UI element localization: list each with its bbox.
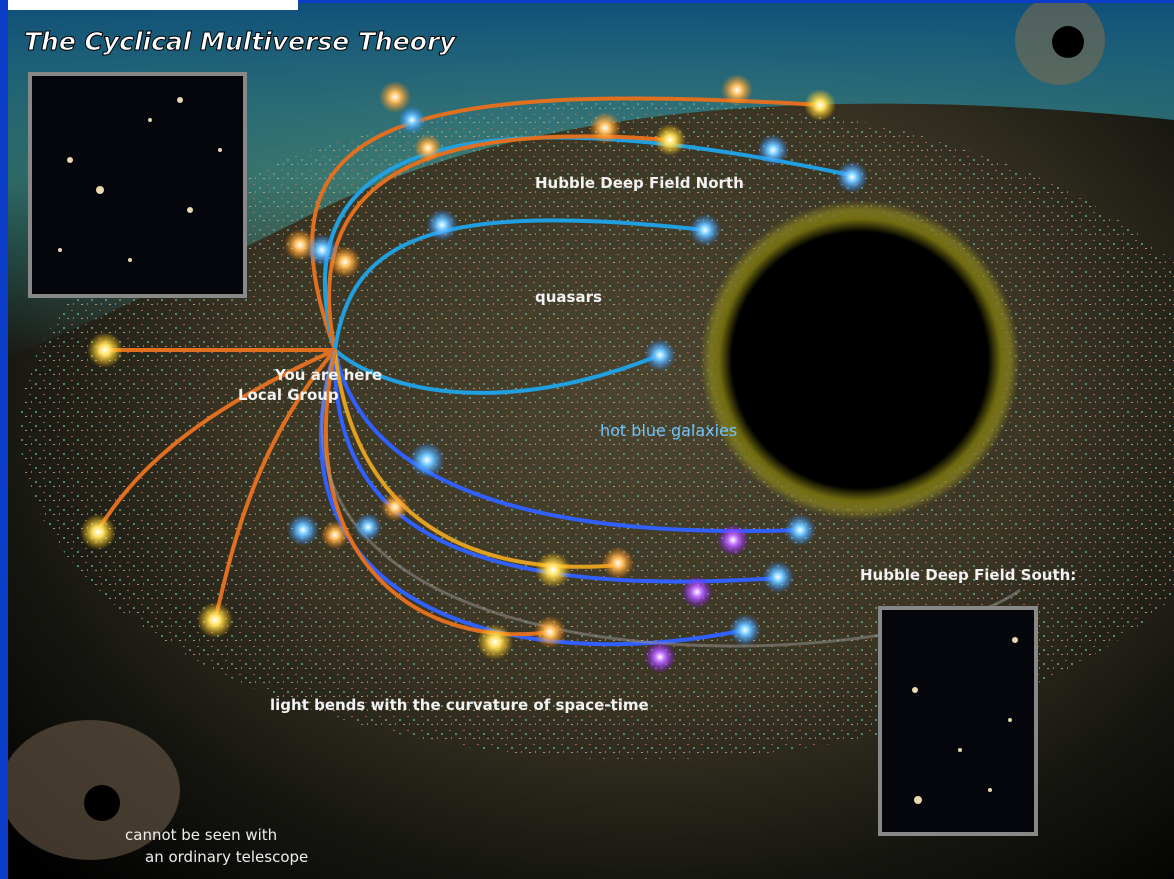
label: Hubble Deep Field North — [535, 174, 744, 192]
hubble-north-image — [28, 72, 247, 298]
small-hole — [1052, 26, 1084, 58]
black-hole — [700, 200, 1020, 520]
label: Hubble Deep Field South: — [860, 566, 1076, 584]
label: hot blue galaxies — [600, 421, 737, 440]
top-strip — [8, 0, 298, 10]
inset-stars — [58, 97, 222, 262]
left-border — [0, 0, 8, 879]
galaxies — [80, 74, 868, 673]
label: quasars — [535, 288, 602, 306]
hubble-south-image — [878, 606, 1038, 836]
sky-glow — [0, 0, 1174, 360]
label: light bends with the curvature of space-… — [270, 696, 649, 714]
inset-stars — [912, 637, 1018, 804]
title: The Cyclical Multiverse Theory — [24, 27, 457, 56]
small-hole — [84, 785, 120, 821]
label: cannot be seen with — [125, 826, 277, 844]
top-border — [298, 0, 1174, 3]
label: You are here — [274, 366, 382, 384]
label: an ordinary telescope — [145, 848, 308, 866]
label: Local Group — [238, 386, 339, 404]
